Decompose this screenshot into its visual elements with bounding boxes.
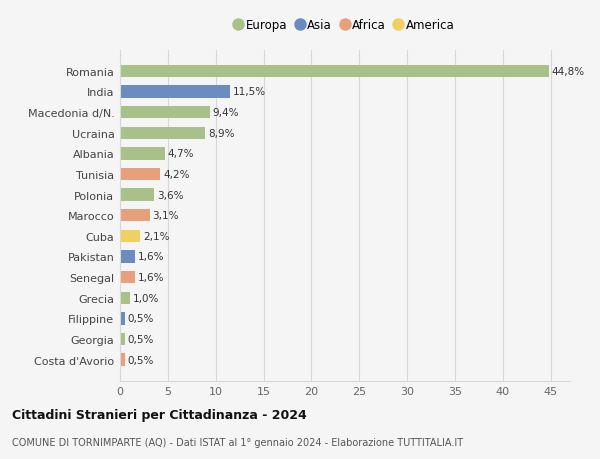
Text: Cittadini Stranieri per Cittadinanza - 2024: Cittadini Stranieri per Cittadinanza - 2… <box>12 408 307 421</box>
Bar <box>120 66 549 78</box>
Text: 4,7%: 4,7% <box>168 149 194 159</box>
Text: 2,1%: 2,1% <box>143 231 169 241</box>
Bar <box>120 148 165 160</box>
Text: 9,4%: 9,4% <box>213 108 239 118</box>
Text: 4,2%: 4,2% <box>163 169 190 179</box>
Bar <box>120 292 130 304</box>
Text: 0,5%: 0,5% <box>128 355 154 365</box>
Text: 8,9%: 8,9% <box>208 129 235 139</box>
Bar <box>120 353 125 366</box>
Text: COMUNE DI TORNIMPARTE (AQ) - Dati ISTAT al 1° gennaio 2024 - Elaborazione TUTTIT: COMUNE DI TORNIMPARTE (AQ) - Dati ISTAT … <box>12 437 463 447</box>
Bar <box>120 251 136 263</box>
Bar <box>120 230 140 242</box>
Bar <box>120 106 210 119</box>
Legend: Europa, Asia, Africa, America: Europa, Asia, Africa, America <box>233 17 457 34</box>
Bar <box>120 168 160 181</box>
Bar <box>120 127 205 140</box>
Text: 1,6%: 1,6% <box>138 252 164 262</box>
Text: 44,8%: 44,8% <box>552 67 585 77</box>
Bar <box>120 86 230 98</box>
Text: 3,1%: 3,1% <box>152 211 179 221</box>
Bar <box>120 271 136 284</box>
Text: 3,6%: 3,6% <box>157 190 184 200</box>
Text: 0,5%: 0,5% <box>128 334 154 344</box>
Text: 11,5%: 11,5% <box>233 87 266 97</box>
Text: 1,6%: 1,6% <box>138 273 164 282</box>
Text: 1,0%: 1,0% <box>133 293 159 303</box>
Bar <box>120 210 149 222</box>
Text: 0,5%: 0,5% <box>128 313 154 324</box>
Bar <box>120 313 125 325</box>
Bar <box>120 189 154 202</box>
Bar <box>120 333 125 345</box>
